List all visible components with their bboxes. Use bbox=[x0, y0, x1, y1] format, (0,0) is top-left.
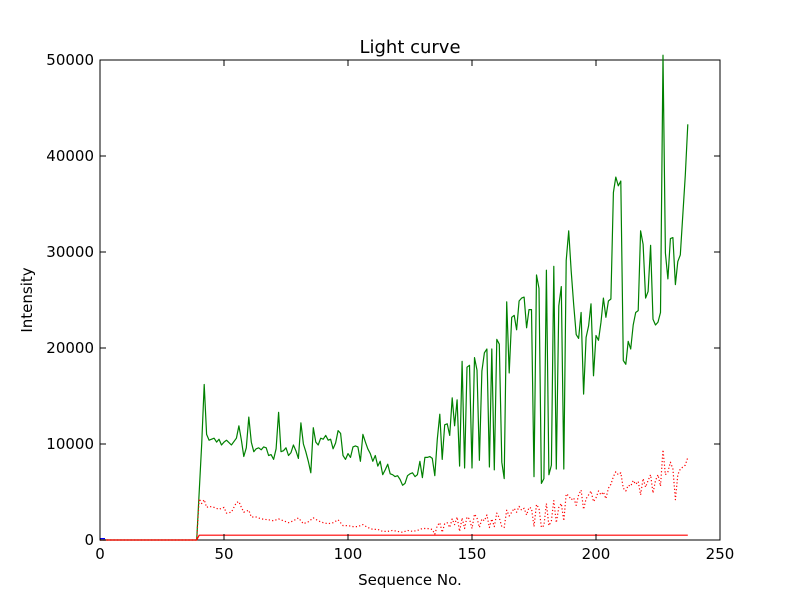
series-line-1 bbox=[100, 54, 689, 541]
x-tick-label: 200 bbox=[582, 545, 611, 563]
x-tick-label: 50 bbox=[214, 545, 233, 563]
series-layer bbox=[100, 54, 689, 541]
x-tick-label: 150 bbox=[458, 545, 487, 563]
y-tick-label: 0 bbox=[84, 531, 94, 549]
chart-title: Light curve bbox=[359, 37, 460, 58]
x-axis-title: Sequence No. bbox=[358, 571, 462, 589]
x-tick-label: 0 bbox=[95, 545, 105, 563]
tick-layer: 0 50 100 150 200 250 0 10000 20000 30000 40000 5000… bbox=[46, 51, 734, 563]
series-line-3 bbox=[100, 534, 688, 541]
x-tick-label: 100 bbox=[334, 545, 363, 563]
x-tick-label: 250 bbox=[706, 545, 735, 563]
y-tick-label: 20000 bbox=[46, 339, 94, 357]
y-tick-label: 10000 bbox=[46, 435, 94, 453]
y-tick-label: 30000 bbox=[46, 243, 94, 261]
series-line-2 bbox=[100, 449, 689, 541]
y-tick-label: 40000 bbox=[46, 147, 94, 165]
y-axis-title: Intensity bbox=[18, 267, 36, 332]
y-tick-label: 50000 bbox=[46, 51, 94, 69]
plot-area bbox=[99, 59, 721, 541]
